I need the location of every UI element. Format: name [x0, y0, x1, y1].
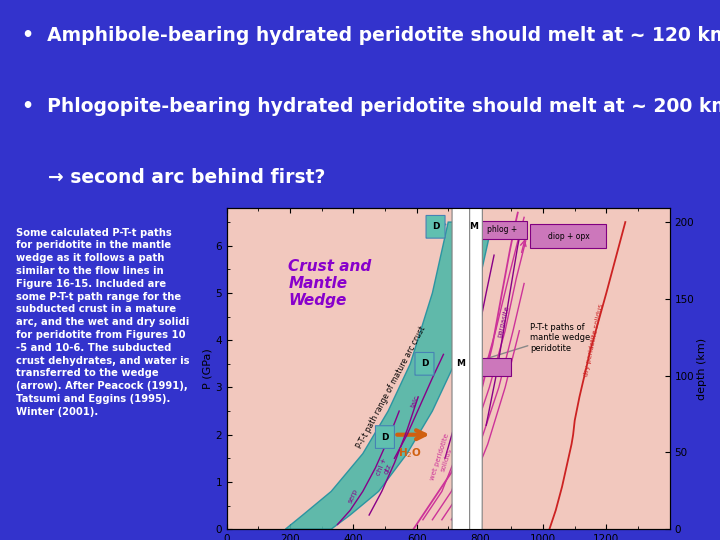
FancyBboxPatch shape	[477, 221, 527, 239]
Text: P-T-t paths of
mantle wedge
peridotite: P-T-t paths of mantle wedge peridotite	[531, 323, 590, 353]
Text: Some calculated P-T-t paths
for peridotite in the mantle
wedge as it follows a p: Some calculated P-T-t paths for peridoti…	[16, 228, 189, 417]
Text: chl +
qtz: chl + qtz	[375, 457, 395, 479]
Text: phlog +: phlog +	[487, 225, 517, 234]
Circle shape	[452, 0, 469, 540]
Polygon shape	[285, 222, 492, 529]
FancyBboxPatch shape	[531, 225, 606, 248]
Text: diop + opx: diop + opx	[547, 232, 589, 241]
Y-axis label: P (GPa): P (GPa)	[202, 348, 212, 389]
Text: wet peridotite
solidus: wet peridotite solidus	[430, 433, 457, 484]
Text: serp: serp	[347, 488, 359, 504]
Text: P-T-t path range of mature arc crust: P-T-t path range of mature arc crust	[355, 325, 428, 450]
Text: D: D	[432, 222, 439, 231]
Text: hbl: hbl	[456, 372, 465, 384]
Text: → second arc behind first?: → second arc behind first?	[22, 168, 325, 187]
Text: M: M	[469, 222, 478, 231]
Text: •  Amphibole-bearing hydrated peridotite should melt at ~ 120 km: • Amphibole-bearing hydrated peridotite …	[22, 26, 720, 45]
Text: •  Phlogopite-bearing hydrated peridotite should melt at ~ 200 km: • Phlogopite-bearing hydrated peridotite…	[22, 97, 720, 116]
FancyBboxPatch shape	[461, 357, 511, 376]
Text: pargasite: pargasite	[496, 305, 510, 338]
Y-axis label: depth (km): depth (km)	[697, 338, 707, 400]
Text: talc: talc	[410, 395, 420, 409]
Text: H$_2$O: H$_2$O	[398, 447, 422, 460]
FancyBboxPatch shape	[426, 215, 445, 238]
Circle shape	[464, 0, 482, 540]
Text: D: D	[420, 359, 428, 368]
FancyBboxPatch shape	[415, 353, 434, 375]
Text: dry peridotite solidus: dry peridotite solidus	[583, 303, 604, 377]
Text: D: D	[381, 433, 389, 442]
Text: Crust and
Mantle
Wedge: Crust and Mantle Wedge	[289, 259, 372, 308]
FancyBboxPatch shape	[375, 426, 395, 448]
Text: M: M	[456, 359, 465, 368]
